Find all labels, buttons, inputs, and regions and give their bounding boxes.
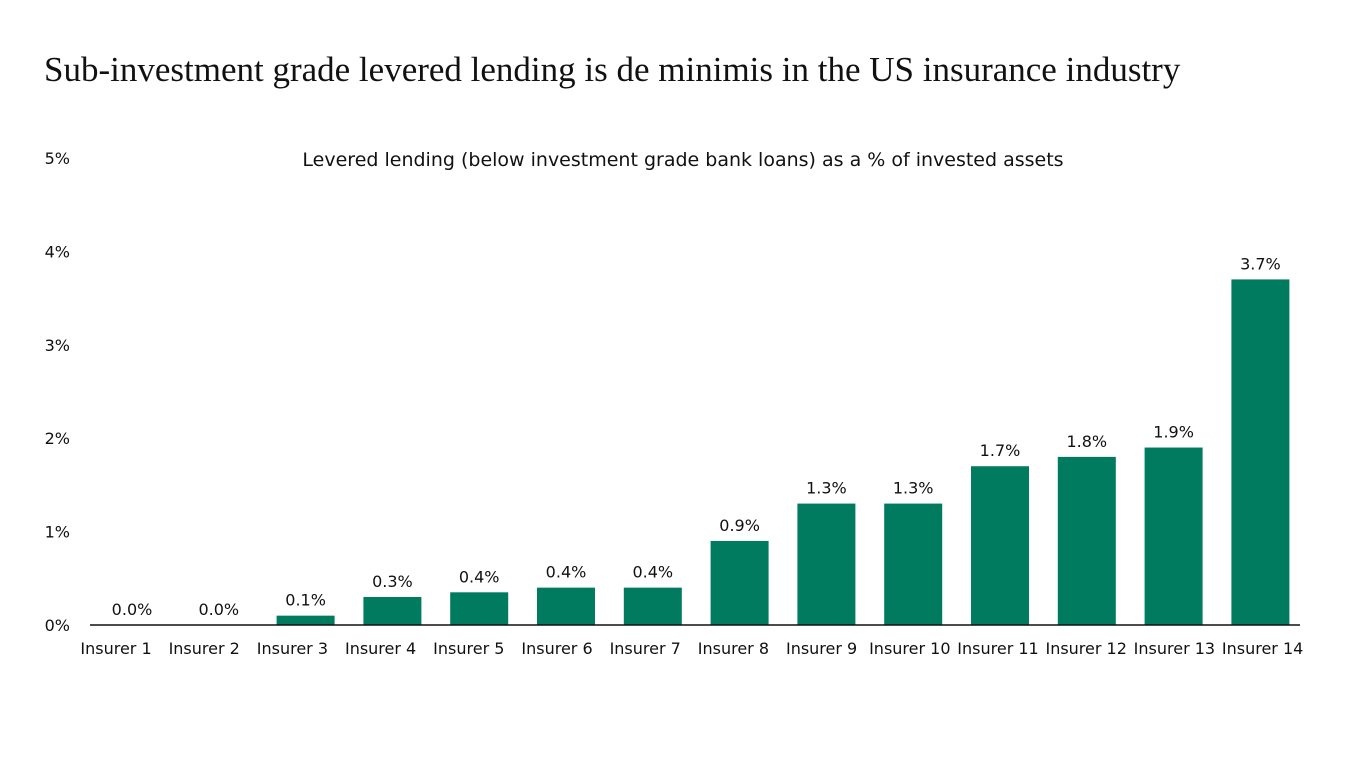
data-label: 0.9% — [719, 516, 760, 535]
y-tick-label: 4% — [45, 242, 70, 261]
x-tick-label: Insurer 8 — [698, 639, 769, 658]
x-tick-label: Insurer 14 — [1222, 639, 1303, 658]
data-label: 0.4% — [632, 563, 673, 582]
data-label: 3.7% — [1240, 254, 1281, 273]
bar — [450, 592, 509, 625]
x-tick-label: Insurer 7 — [610, 639, 681, 658]
bar — [276, 615, 335, 625]
data-label: 1.3% — [893, 479, 934, 498]
bar — [363, 596, 422, 625]
bar — [1144, 447, 1203, 625]
bar — [623, 587, 682, 625]
data-label: 1.7% — [980, 441, 1021, 460]
y-tick-label: 5% — [45, 149, 70, 168]
y-tick-label: 0% — [45, 616, 70, 635]
bar — [1057, 456, 1116, 625]
data-label: 0.3% — [372, 572, 413, 591]
x-tick-label: Insurer 11 — [957, 639, 1038, 658]
x-tick-label: Insurer 9 — [786, 639, 857, 658]
chart-title: Sub-investment grade levered lending is … — [44, 50, 1181, 89]
data-label: 0.1% — [285, 591, 326, 610]
x-tick-label: Insurer 5 — [433, 639, 504, 658]
x-tick-label: Insurer 13 — [1134, 639, 1215, 658]
x-tick-label: Insurer 10 — [869, 639, 950, 658]
x-tick-label: Insurer 1 — [80, 639, 151, 658]
x-tick-label: Insurer 12 — [1045, 639, 1126, 658]
data-label: 0.4% — [546, 563, 587, 582]
data-label: 0.0% — [112, 600, 153, 619]
data-label: 1.8% — [1066, 432, 1107, 451]
chart-subtitle: Levered lending (below investment grade … — [302, 149, 1063, 171]
data-label: 0.4% — [459, 567, 500, 586]
bar — [1231, 279, 1290, 625]
x-tick-label: Insurer 6 — [521, 639, 592, 658]
x-tick-label: Insurer 3 — [257, 639, 328, 658]
bar — [710, 540, 769, 625]
y-tick-label: 2% — [45, 429, 70, 448]
x-tick-label: Insurer 2 — [169, 639, 240, 658]
bar — [971, 466, 1029, 625]
data-label: 1.9% — [1153, 423, 1194, 442]
data-label: 0.0% — [198, 600, 239, 619]
data-label: 1.3% — [806, 479, 847, 498]
y-tick-label: 3% — [45, 336, 70, 355]
x-tick-label: Insurer 4 — [345, 639, 416, 658]
bar — [884, 503, 943, 625]
bar — [537, 587, 595, 625]
y-tick-label: 1% — [45, 523, 70, 542]
bar — [797, 503, 856, 625]
